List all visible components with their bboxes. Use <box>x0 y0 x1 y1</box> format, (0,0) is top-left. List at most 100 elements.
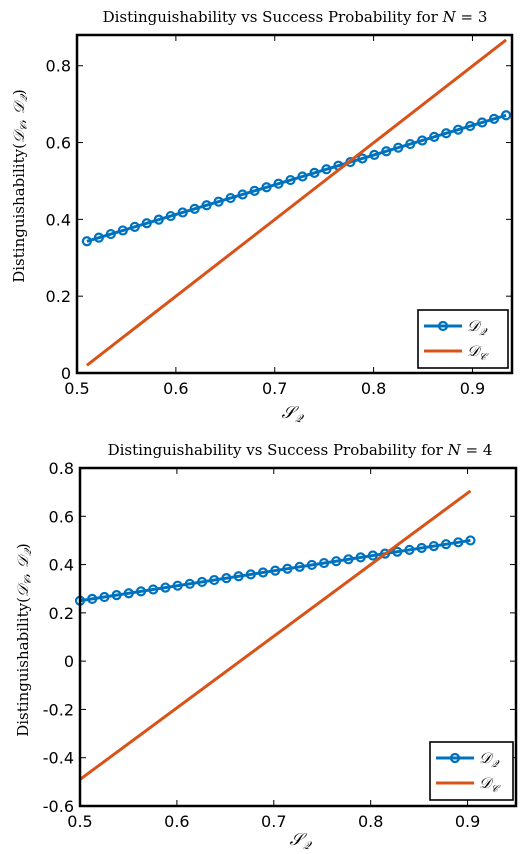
legend-marker <box>437 320 449 332</box>
x-tick-label: 0.9 <box>455 812 480 831</box>
data-point-dq <box>306 559 317 571</box>
plot-area: 0.5 0.6 0.7 0.8 0.9 -0.6 -0.4 -0.2 0 0.2 0.4 0.6 0.8… <box>43 459 518 831</box>
data-point-dq <box>141 218 152 229</box>
data-point-dq <box>135 586 147 597</box>
data-point-dq <box>273 178 284 189</box>
y-axis-label: Distinguishability(𝒟𝒞, 𝒟𝒬) <box>14 543 34 737</box>
data-point-dq <box>153 214 164 225</box>
data-point-dq <box>213 196 224 207</box>
data-point-dq <box>160 582 171 593</box>
data-point-dq <box>488 113 500 124</box>
data-point-dq <box>441 128 452 139</box>
y-tick-label: -0.6 <box>43 797 74 816</box>
data-point-dq <box>81 236 92 247</box>
data-point-dq <box>209 574 220 586</box>
data-point-dq <box>369 149 380 160</box>
series-line-dc <box>85 38 507 367</box>
series-line-dq <box>79 538 471 603</box>
chart-title: Distinguishability vs Success Probabilit… <box>103 8 488 26</box>
data-point-dq <box>123 588 134 599</box>
data-point-dq <box>357 153 368 164</box>
y-tick-label: 0.6 <box>46 134 71 153</box>
data-point-dq <box>379 548 391 559</box>
x-axis-label: 𝒮𝒬 <box>289 830 312 852</box>
data-point-dq <box>404 544 415 555</box>
x-tick-label: 0.6 <box>163 379 188 398</box>
x-tick-label: 0.8 <box>361 379 386 398</box>
y-tick-label: 0.2 <box>49 604 74 623</box>
data-point-dq <box>465 120 476 132</box>
data-point-dq <box>500 110 512 121</box>
data-point-dq <box>453 537 464 548</box>
chart-n3: Distinguishability vs Success Probabilit… <box>10 8 514 425</box>
y-tick-label: -0.2 <box>43 700 74 719</box>
data-point-dq <box>321 164 332 175</box>
data-point-dq <box>111 590 122 601</box>
data-point-dq <box>105 228 116 240</box>
data-point-dq <box>184 578 195 589</box>
data-point-dq <box>129 221 140 232</box>
data-point-dq <box>177 207 188 218</box>
x-axis-label: 𝒮𝒬 <box>281 403 304 425</box>
data-point-dq <box>172 580 183 591</box>
legend-entry-label: 𝒟𝒞 <box>467 342 489 363</box>
data-point-dq <box>93 232 104 243</box>
data-point-dq <box>393 142 404 153</box>
data-point-dq <box>381 146 392 157</box>
data-point-dq <box>282 563 293 574</box>
legend-box <box>417 309 509 369</box>
data-point-dq <box>331 556 342 567</box>
y-tick-label: 0.2 <box>46 287 71 306</box>
data-point-dq <box>453 124 464 135</box>
data-point-dq <box>148 584 159 595</box>
legend-entry-label: 𝒟𝒞 <box>479 774 501 795</box>
data-point-dq <box>343 554 354 565</box>
x-tick-label: 0.6 <box>164 812 189 831</box>
x-tick-label: 0.9 <box>460 379 485 398</box>
data-point-dq <box>196 576 208 588</box>
data-point-dq <box>270 565 281 576</box>
data-point-dq <box>249 185 260 196</box>
data-point-dq <box>117 225 128 236</box>
data-point-dq <box>392 546 403 557</box>
legend: 𝒟𝒬 𝒟𝒞 <box>429 741 514 801</box>
data-point-dq <box>297 171 308 182</box>
x-tick-label: 0.5 <box>64 379 89 398</box>
data-point-dq <box>405 138 416 150</box>
x-tick-label: 0.8 <box>358 812 383 831</box>
data-point-dq <box>318 557 330 569</box>
axes-box <box>75 33 514 375</box>
data-point-dq <box>261 182 272 193</box>
y-tick-label: 0.4 <box>49 556 74 575</box>
plot-area: 0.5 0.6 0.7 0.8 0.9 0 0.2 0.4 0.6 0.8 𝒟𝒬 𝒟𝒞 <box>46 33 514 398</box>
data-point-dq <box>165 210 176 222</box>
y-tick-label: 0 <box>64 652 74 671</box>
legend-box <box>429 741 514 801</box>
data-point-dq <box>440 539 452 550</box>
y-tick-label: 0.6 <box>49 507 74 526</box>
y-tick-label: -0.4 <box>43 749 74 768</box>
data-point-dq <box>237 189 248 200</box>
legend-entry-label: 𝒟𝒬 <box>479 749 500 770</box>
series-line-dq <box>86 113 507 243</box>
data-point-dq <box>428 540 439 552</box>
data-point-dq <box>201 200 212 211</box>
data-point-dq <box>465 535 476 546</box>
data-point-dq <box>99 591 110 603</box>
x-tick-label: 0.7 <box>261 812 286 831</box>
x-tick-label: 0.7 <box>262 379 287 398</box>
data-point-dq <box>309 167 320 178</box>
legend-marker <box>449 752 461 764</box>
legend: 𝒟𝒬 𝒟𝒞 <box>417 309 509 369</box>
data-point-dq <box>245 569 256 580</box>
data-point-dq <box>417 135 428 146</box>
y-tick-label: 0.4 <box>46 210 71 229</box>
chart-title: Distinguishability vs Success Probabilit… <box>108 441 493 459</box>
data-point-dq <box>367 550 378 561</box>
y-tick-label: 0.8 <box>49 459 74 478</box>
y-tick-label: 0 <box>61 364 71 383</box>
data-point-dq <box>285 174 296 186</box>
legend-entry-label: 𝒟𝒬 <box>467 317 488 338</box>
data-point-dq <box>221 573 232 584</box>
